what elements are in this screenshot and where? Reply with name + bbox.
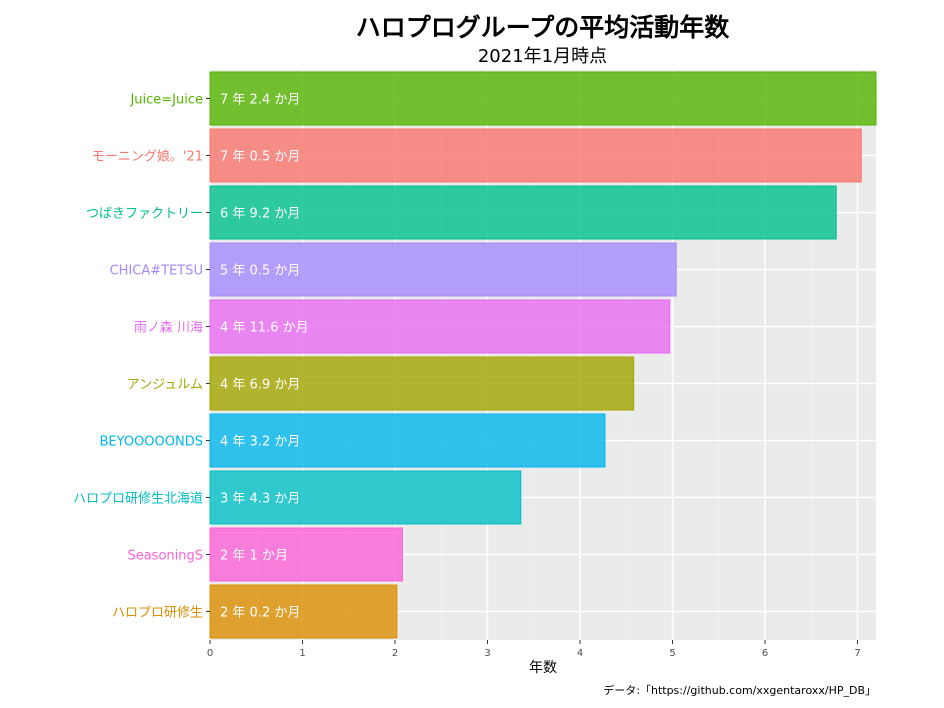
x-tick-label: 6 xyxy=(762,648,768,659)
bar xyxy=(209,71,877,126)
bar-value-label: 4 年 3.2 か月 xyxy=(220,435,300,450)
x-tick-label: 4 xyxy=(577,648,583,659)
x-tick-label: 3 xyxy=(484,648,490,659)
y-tick-label: CHICA#TETSU xyxy=(110,264,203,279)
bars-group: 7 年 2.4 か月 7 年 0.5 か月 6 年 9.2 か月 5 年 0.5 か月… xyxy=(209,71,877,639)
x-axis-title: 年数 xyxy=(529,660,557,676)
bar-value-label: 4 年 6.9 か月 xyxy=(220,378,300,393)
bar-value-label: 6 年 9.2 か月 xyxy=(220,207,300,222)
x-tick-label: 1 xyxy=(299,648,305,659)
y-axis-labels: Juice=Juice モーニング娘。'21 つばきファクトリー CHICA#TETS… xyxy=(73,93,210,621)
y-tick-label: つばきファクトリー xyxy=(86,207,203,222)
y-tick-label: モーニング娘。'21 xyxy=(92,150,203,165)
y-tick-label: SeasoningS xyxy=(127,549,203,564)
bar xyxy=(209,185,837,240)
x-tick-label: 0 xyxy=(207,648,213,659)
bar-value-label: 2 年 1 か月 xyxy=(220,549,288,564)
bar-value-label: 4 年 11.6 か月 xyxy=(220,321,309,336)
bar xyxy=(209,128,862,183)
bar-value-label: 5 年 0.5 か月 xyxy=(220,264,300,279)
chart-subtitle: 2021年1月時点 xyxy=(477,46,608,67)
y-tick-label: Juice=Juice xyxy=(129,93,203,108)
y-tick-label: BEYOOOOONDS xyxy=(99,435,203,450)
chart-title: ハロプログループの平均活動年数 xyxy=(355,13,730,42)
y-tick-label: ハロプロ研修生北海道 xyxy=(73,492,203,507)
x-axis: 0 1 2 3 4 5 6 7 xyxy=(207,640,861,659)
bar-value-label: 3 年 4.3 か月 xyxy=(220,492,300,507)
bar-value-label: 7 年 2.4 か月 xyxy=(220,93,300,108)
y-tick-label: ハロプロ研修生 xyxy=(112,606,203,621)
bar-value-label: 2 年 0.2 か月 xyxy=(220,606,300,621)
bar xyxy=(209,584,398,639)
bar xyxy=(209,356,635,411)
x-tick-label: 7 xyxy=(854,648,860,659)
bar xyxy=(209,470,522,525)
bar xyxy=(209,299,671,354)
source-caption: データ:「https://github.com/xxgentaroxx/HP_D… xyxy=(603,684,876,697)
y-tick-label: 雨ノ森 川海 xyxy=(134,321,203,336)
bar xyxy=(209,527,403,582)
bar xyxy=(209,242,677,297)
x-tick-label: 5 xyxy=(669,648,675,659)
x-tick-label: 2 xyxy=(392,648,398,659)
bar xyxy=(209,413,606,468)
y-tick-label: アンジュルム xyxy=(127,378,203,393)
bar-value-label: 7 年 0.5 か月 xyxy=(220,150,300,165)
